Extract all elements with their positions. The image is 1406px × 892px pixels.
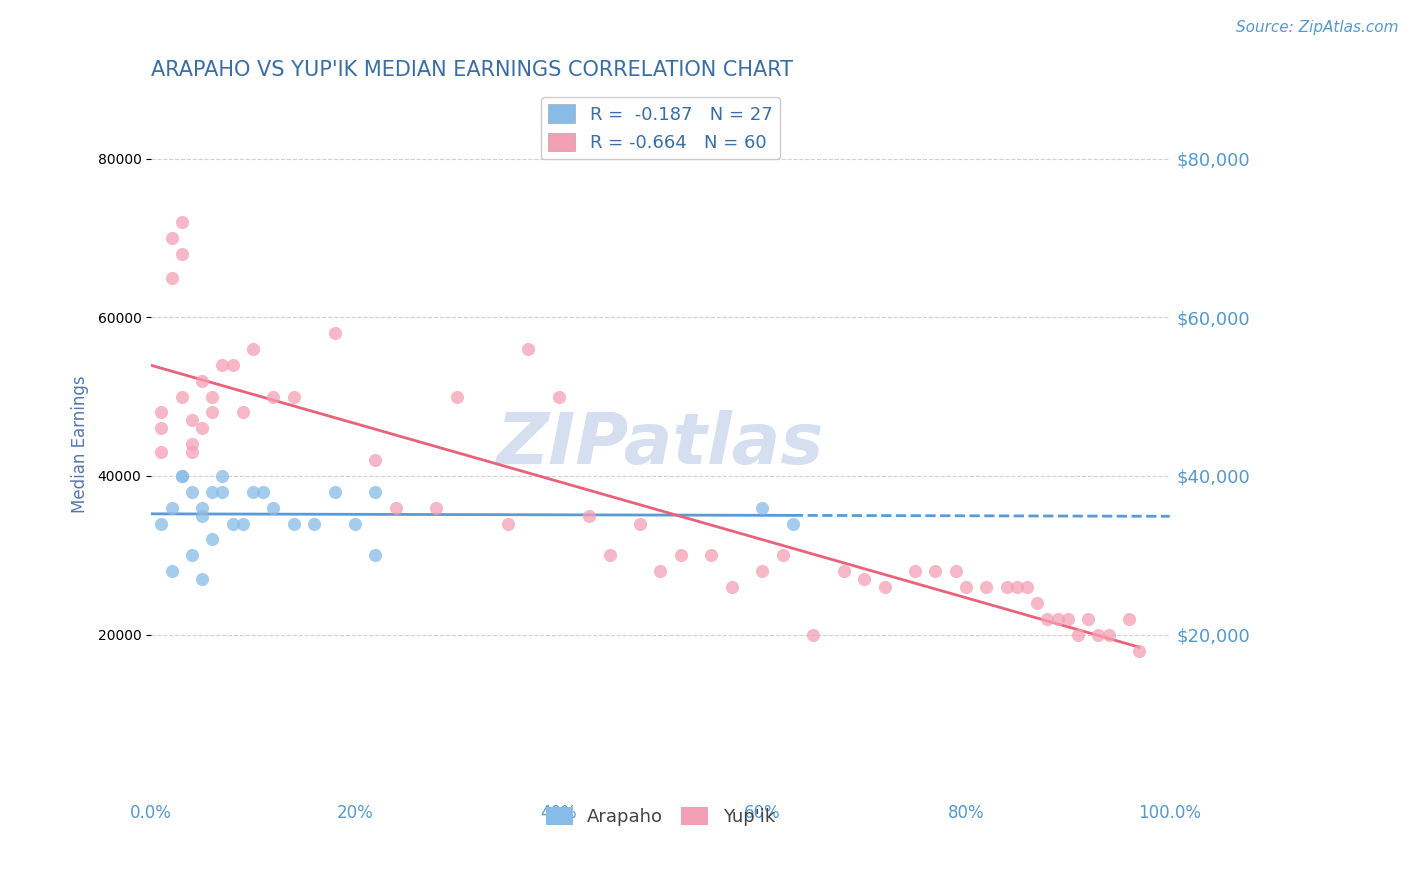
Point (150, 516, 173, 531)
Point (832, 564, 855, 578)
Point (160, 500, 183, 515)
Point (201, 390, 224, 404)
Point (782, 516, 804, 531)
Point (283, 516, 305, 531)
Point (650, 564, 672, 578)
Point (201, 533, 224, 547)
Point (364, 484, 387, 499)
Point (1056, 612, 1078, 626)
Point (873, 580, 896, 594)
Point (904, 564, 927, 578)
Point (170, 246, 193, 260)
Point (191, 508, 214, 523)
Point (1036, 612, 1059, 626)
Text: ZIPatlas: ZIPatlas (496, 409, 824, 479)
Point (1026, 596, 1049, 610)
Point (995, 580, 1018, 594)
Point (232, 516, 254, 531)
Point (201, 484, 224, 499)
Point (170, 469, 193, 483)
Point (323, 484, 346, 499)
Point (180, 484, 202, 499)
Point (496, 516, 519, 531)
Point (211, 358, 233, 372)
Point (180, 413, 202, 427)
Point (772, 549, 794, 563)
Point (191, 421, 214, 435)
Point (1118, 612, 1140, 626)
Point (751, 564, 773, 578)
Point (364, 549, 387, 563)
Point (160, 270, 183, 285)
Point (384, 500, 406, 515)
Point (1017, 580, 1039, 594)
Point (720, 580, 742, 594)
Point (150, 445, 173, 459)
Y-axis label: Median Earnings: Median Earnings (72, 376, 89, 513)
Point (191, 572, 214, 586)
Point (364, 453, 387, 467)
Point (302, 516, 325, 531)
Point (160, 564, 183, 578)
Text: Source: ZipAtlas.com: Source: ZipAtlas.com (1236, 20, 1399, 35)
Point (343, 516, 366, 531)
Text: ARAPAHO VS YUP'IK MEDIAN EARNINGS CORRELATION CHART: ARAPAHO VS YUP'IK MEDIAN EARNINGS CORREL… (152, 60, 793, 79)
Point (232, 405, 254, 419)
Point (801, 627, 824, 641)
Point (1128, 643, 1150, 657)
Legend: Arapaho, Yup'ik: Arapaho, Yup'ik (538, 799, 782, 833)
Point (170, 390, 193, 404)
Point (180, 445, 202, 459)
Point (211, 469, 233, 483)
Point (170, 215, 193, 229)
Point (283, 390, 305, 404)
Point (221, 516, 243, 531)
Point (180, 437, 202, 451)
Point (924, 564, 946, 578)
Point (1067, 627, 1090, 641)
Point (201, 405, 224, 419)
Point (955, 580, 977, 594)
Point (547, 390, 569, 404)
Point (1005, 580, 1028, 594)
Point (1087, 627, 1109, 641)
Point (170, 469, 193, 483)
Point (599, 549, 621, 563)
Point (150, 405, 173, 419)
Point (628, 516, 651, 531)
Point (1046, 612, 1069, 626)
Point (517, 342, 540, 356)
Point (853, 572, 876, 586)
Point (191, 374, 214, 388)
Point (669, 549, 692, 563)
Point (323, 326, 346, 340)
Point (425, 500, 447, 515)
Point (446, 390, 468, 404)
Point (578, 508, 600, 523)
Point (945, 564, 967, 578)
Point (262, 390, 284, 404)
Point (262, 500, 284, 515)
Point (191, 500, 214, 515)
Point (221, 358, 243, 372)
Point (150, 421, 173, 435)
Point (242, 342, 264, 356)
Point (751, 500, 773, 515)
Point (242, 484, 264, 499)
Point (1097, 627, 1119, 641)
Point (160, 231, 183, 245)
Point (1077, 612, 1099, 626)
Point (252, 484, 274, 499)
Point (180, 549, 202, 563)
Point (700, 549, 723, 563)
Point (211, 484, 233, 499)
Point (976, 580, 998, 594)
